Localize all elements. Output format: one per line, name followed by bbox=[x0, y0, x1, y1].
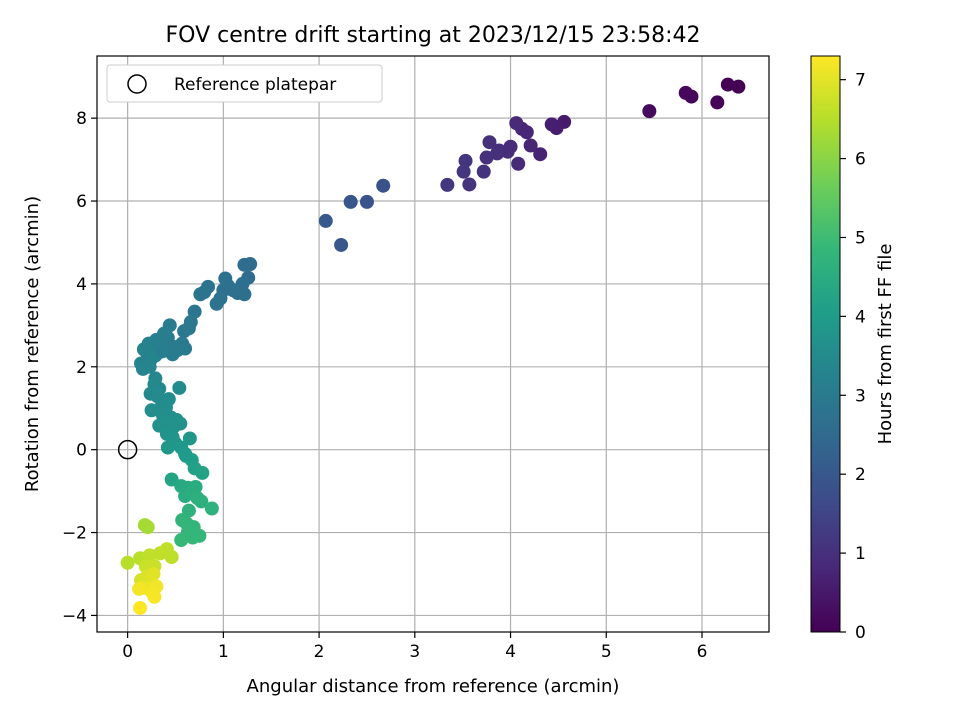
data-point bbox=[334, 237, 349, 252]
colorbar-tick-label: 5 bbox=[855, 228, 866, 248]
data-point bbox=[159, 542, 174, 557]
data-point bbox=[180, 524, 195, 539]
data-point bbox=[642, 104, 657, 119]
y-axis-label: Rotation from reference (arcmin) bbox=[22, 196, 43, 492]
data-point bbox=[195, 465, 210, 480]
x-axis-label: Angular distance from reference (arcmin) bbox=[247, 676, 620, 697]
x-axis-ticks: 0 1 2 3 4 5 6 bbox=[122, 632, 707, 662]
data-point bbox=[155, 344, 170, 359]
data-point bbox=[490, 146, 505, 161]
data-point bbox=[720, 77, 735, 92]
x-tick-label: 6 bbox=[697, 642, 708, 662]
colorbar-gradient bbox=[810, 55, 841, 633]
x-tick-label: 4 bbox=[505, 642, 516, 662]
y-tick-label: 6 bbox=[76, 192, 87, 212]
colorbar-tick-label: 4 bbox=[855, 307, 866, 327]
data-point bbox=[194, 494, 209, 509]
data-point bbox=[458, 153, 473, 168]
y-tick-label: −2 bbox=[62, 524, 87, 544]
data-point bbox=[678, 85, 693, 100]
data-point bbox=[482, 135, 497, 150]
colorbar-tick-label: 2 bbox=[855, 465, 866, 485]
data-point bbox=[318, 213, 333, 228]
y-tick-label: 2 bbox=[76, 358, 87, 378]
data-point bbox=[142, 359, 157, 374]
data-point bbox=[142, 548, 157, 563]
plot-frame bbox=[96, 55, 770, 633]
colorbar-ticks: 0 1 2 3 4 5 6 7 bbox=[840, 71, 866, 643]
legend: Reference platepar bbox=[106, 64, 383, 103]
data-point bbox=[193, 287, 208, 302]
data-point bbox=[218, 271, 233, 286]
x-tick-label: 2 bbox=[314, 642, 325, 662]
x-tick-label: 3 bbox=[409, 642, 420, 662]
data-point bbox=[173, 416, 188, 431]
data-point bbox=[237, 257, 252, 272]
y-tick-label: 4 bbox=[76, 275, 87, 295]
data-point bbox=[456, 164, 471, 179]
legend-box bbox=[106, 64, 383, 103]
reference-platepar-marker bbox=[117, 439, 138, 460]
x-tick-label: 0 bbox=[122, 642, 133, 662]
y-tick-label: 0 bbox=[76, 441, 87, 461]
data-point bbox=[136, 342, 151, 357]
colorbar-tick-label: 1 bbox=[855, 544, 866, 564]
data-point bbox=[479, 150, 494, 165]
data-point bbox=[476, 164, 491, 179]
colorbar: 0 1 2 3 4 5 6 7 Hours from first FF file bbox=[810, 55, 896, 643]
data-point bbox=[462, 177, 477, 192]
data-point bbox=[359, 194, 374, 209]
data-point bbox=[178, 446, 193, 461]
data-points bbox=[120, 77, 746, 615]
colorbar-tick-label: 0 bbox=[855, 623, 866, 643]
data-point bbox=[509, 116, 524, 131]
y-tick-label: 8 bbox=[76, 109, 87, 129]
data-point bbox=[731, 79, 746, 94]
data-point bbox=[204, 501, 219, 516]
data-point bbox=[133, 600, 148, 615]
data-point bbox=[172, 380, 187, 395]
data-point bbox=[182, 431, 197, 446]
data-point bbox=[533, 147, 548, 162]
data-point bbox=[166, 339, 181, 354]
data-point bbox=[544, 117, 559, 132]
colorbar-tick-label: 6 bbox=[855, 150, 866, 170]
data-point bbox=[177, 324, 192, 339]
x-tick-label: 1 bbox=[218, 642, 229, 662]
data-point bbox=[209, 296, 224, 311]
data-point bbox=[146, 566, 161, 581]
data-point bbox=[511, 156, 526, 171]
colorbar-tick-label: 7 bbox=[855, 71, 866, 91]
legend-open-circle-icon bbox=[127, 74, 147, 94]
colorbar-tick-label: 3 bbox=[855, 386, 866, 406]
data-point bbox=[140, 520, 155, 535]
chart-title: FOV centre drift starting at 2023/12/15 … bbox=[166, 23, 701, 48]
data-point bbox=[188, 479, 203, 494]
plot-area bbox=[97, 56, 769, 632]
data-point bbox=[147, 589, 162, 604]
data-point bbox=[144, 403, 159, 418]
colorbar-label: Hours from first FF file bbox=[875, 244, 896, 445]
legend-label: Reference platepar bbox=[174, 75, 336, 95]
data-point bbox=[440, 177, 455, 192]
y-tick-label: −4 bbox=[62, 606, 87, 626]
data-point bbox=[343, 194, 358, 209]
x-tick-label: 5 bbox=[601, 642, 612, 662]
data-point bbox=[710, 95, 725, 110]
data-point bbox=[132, 581, 147, 596]
data-point bbox=[523, 138, 538, 153]
data-point bbox=[376, 178, 391, 193]
data-point bbox=[120, 555, 135, 570]
data-point bbox=[160, 440, 175, 455]
y-axis-ticks: −4 −2 0 2 4 6 8 bbox=[62, 109, 97, 626]
